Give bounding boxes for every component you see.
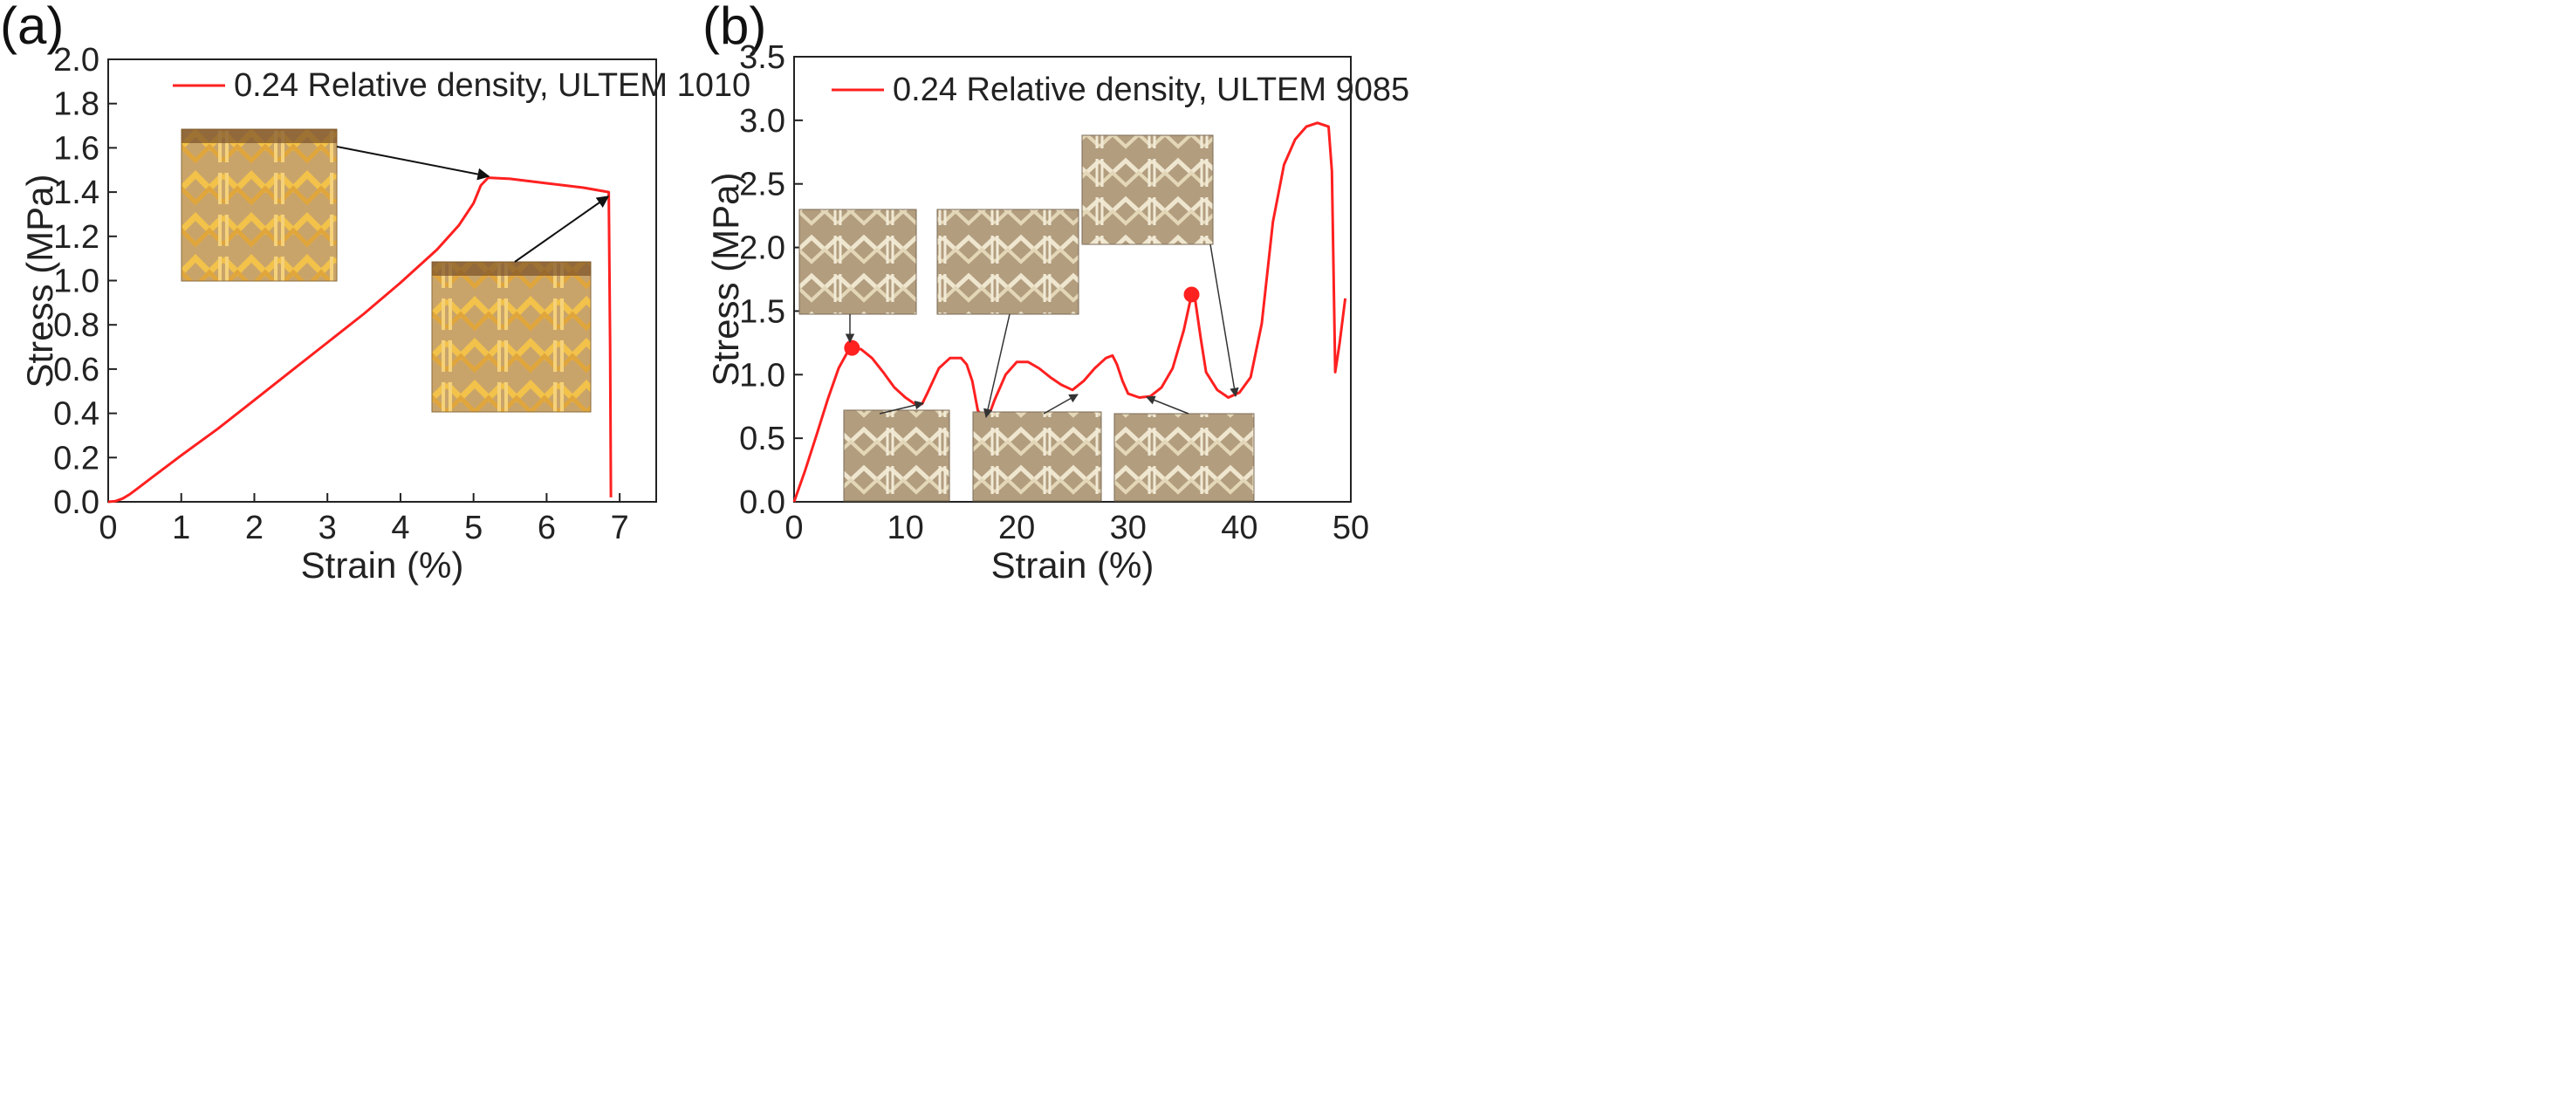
y-tick-label: 1.8 [53,86,99,123]
inset-photo [798,209,917,315]
legend-label: 0.24 Relative density, ULTEM 9085 [893,72,1409,108]
series-markers [844,286,1200,356]
legend-label: 0.24 Relative density, ULTEM 1010 [234,67,750,104]
y-tick-label: 1.0 [739,357,785,394]
lattice-photo [181,128,338,282]
y-tick-label: 0.4 [53,396,99,433]
y-axis-title: Stress (MPa) [705,172,746,386]
y-tick-label: 2.0 [53,42,99,79]
annotation-arrow [1209,243,1239,398]
x-tick-label: 10 [887,510,923,546]
inset-photo [1113,413,1255,502]
y-tick-label: 3.5 [739,39,785,76]
legend: 0.24 Relative density, ULTEM 9085 [832,72,1409,108]
photo-top-edge [182,129,337,143]
inset-photo [843,409,950,502]
inset-photo [181,128,338,282]
x-tick-label: 7 [611,510,629,546]
y-axis-title: Stress (MPa) [19,174,60,387]
inset-photo [936,209,1079,315]
x-tick-label: 40 [1221,510,1257,546]
inset-photo [431,261,592,413]
panel-label: (b) [702,0,766,55]
panel-b: (b) 0.0 0.5 1.0 1.5 2.0 2.5 3.0 3.5 0 10 20 30 40 50… [702,0,1409,586]
x-tick-label: 50 [1333,510,1369,546]
x-tick-label: 1 [172,510,190,546]
lattice-photo [1081,134,1214,245]
lattice-photo [798,209,917,315]
lattice-photo [972,411,1102,502]
annotation-arrow [514,195,610,263]
x-axis-ticks: 0 1 2 3 4 5 6 7 [99,493,629,546]
annotation-arrow [1043,394,1079,415]
y-axis-ticks: 0.0 0.2 0.4 0.6 0.8 1.0 1.2 1.4 1.6 1.8 2.0 [53,42,117,521]
x-tick-label: 2 [245,510,264,546]
annotation-arrow [983,313,1011,419]
series-line [107,176,613,504]
y-tick-label: 0.2 [53,440,99,477]
y-tick-label: 1.6 [53,130,99,167]
data-point-marker [844,339,860,356]
lattice-photo [1113,413,1255,502]
y-tick-label: 2.0 [739,230,785,267]
y-tick-label: 0.0 [739,484,785,521]
data-point-marker [1183,286,1200,303]
x-tick-label: 20 [998,510,1035,546]
y-tick-label: 1.2 [53,219,99,256]
annotation-arrow [1146,395,1189,415]
legend: 0.24 Relative density, ULTEM 1010 [173,67,750,104]
annotation-arrow [879,401,925,415]
x-tick-label: 4 [391,510,409,546]
annotation-arrow [336,146,490,181]
y-tick-label: 1.5 [739,293,785,330]
inset-photo [972,411,1102,502]
lattice-photo [843,409,950,502]
y-tick-label: 0.8 [53,307,99,344]
inset-photo [1081,134,1214,245]
x-axis-title: Strain (%) [991,545,1154,586]
plot-frame [793,56,1352,503]
y-tick-label: 0.6 [53,352,99,388]
x-tick-label: 0 [784,510,803,546]
x-tick-label: 30 [1110,510,1147,546]
y-tick-label: 0.0 [53,484,99,521]
series-line [792,121,1347,503]
lattice-photo [936,209,1079,315]
y-axis-ticks: 0.0 0.5 1.0 1.5 2.0 2.5 3.0 3.5 [739,39,803,521]
y-tick-label: 1.4 [53,175,99,211]
x-tick-label: 5 [464,510,483,546]
x-axis-title: Strain (%) [301,545,464,586]
y-tick-label: 1.0 [53,264,99,300]
photo-top-edge [432,262,591,276]
x-tick-label: 6 [538,510,556,546]
panel-label: (a) [0,0,64,55]
x-tick-label: 3 [319,510,337,546]
y-tick-label: 0.5 [739,421,785,457]
y-tick-label: 2.5 [739,167,785,203]
y-tick-label: 3.0 [739,103,785,140]
panel-a: (a) 0.0 0.2 0.4 0.6 0.8 1.0 1.2 1.4 1.6 1.8 2.0 0 1… [0,0,750,586]
lattice-photo [431,261,592,413]
x-tick-label: 0 [99,510,117,546]
